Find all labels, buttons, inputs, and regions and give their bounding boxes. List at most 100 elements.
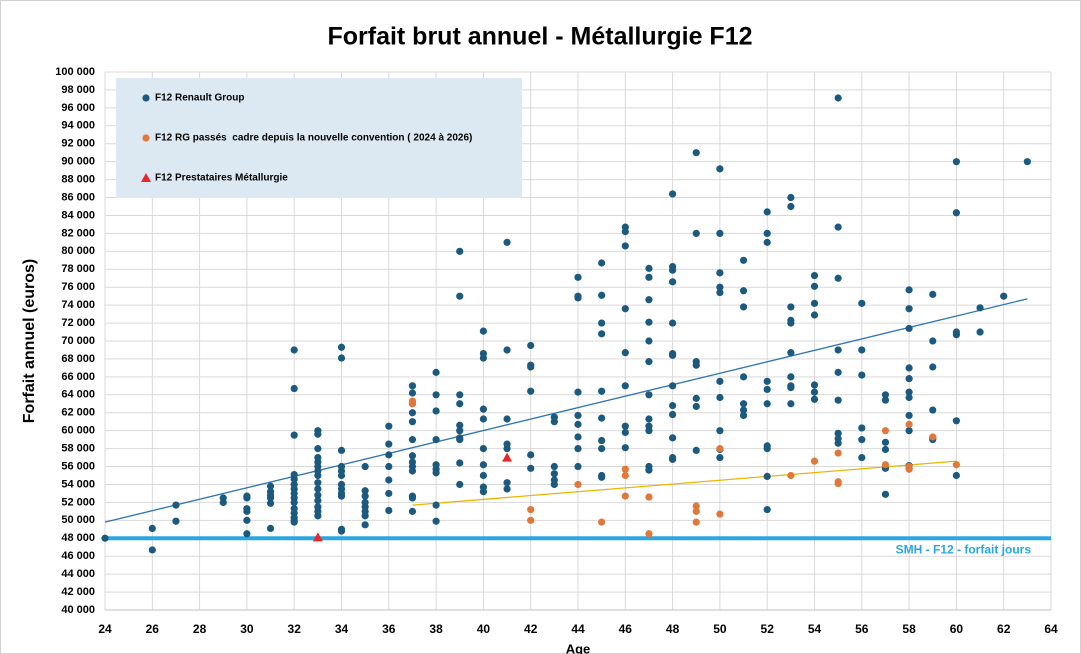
point <box>290 498 298 506</box>
point <box>621 444 629 452</box>
point <box>385 440 393 448</box>
point <box>479 471 487 480</box>
point <box>929 363 937 371</box>
point <box>834 368 842 376</box>
point <box>905 427 913 435</box>
point <box>905 375 913 383</box>
point <box>881 438 890 446</box>
point <box>172 517 180 525</box>
y-tick-label: 76 000 <box>61 281 95 293</box>
point <box>810 299 819 307</box>
point <box>408 452 417 460</box>
point <box>645 296 653 304</box>
point <box>385 489 393 498</box>
point <box>621 465 629 473</box>
point <box>290 475 298 483</box>
x-tick-label: 34 <box>335 622 349 636</box>
point <box>408 389 417 397</box>
point <box>645 273 653 281</box>
point <box>669 382 677 390</box>
point <box>314 491 322 499</box>
point <box>787 384 795 392</box>
point <box>810 271 819 280</box>
point <box>456 459 464 467</box>
point <box>1023 158 1031 166</box>
point <box>432 501 440 509</box>
point <box>101 534 109 542</box>
point <box>385 451 393 459</box>
y-tick-label: 48 000 <box>61 532 95 544</box>
point <box>314 497 322 505</box>
point <box>739 411 748 420</box>
point <box>905 393 913 402</box>
point <box>858 424 866 432</box>
point <box>432 469 440 477</box>
point <box>621 349 629 357</box>
point <box>148 546 156 554</box>
x-tick-label: 26 <box>146 622 160 636</box>
y-tick-label: 58 000 <box>61 443 95 455</box>
point <box>810 395 819 403</box>
point <box>337 354 346 362</box>
point <box>929 433 937 441</box>
point <box>527 363 535 371</box>
point <box>503 485 511 493</box>
point <box>503 479 511 487</box>
point <box>290 346 298 354</box>
point <box>290 518 298 526</box>
point <box>598 319 606 327</box>
point <box>314 430 322 438</box>
point <box>574 462 582 471</box>
point <box>716 283 724 291</box>
y-tick-label: 50 000 <box>61 514 95 526</box>
x-axis-label: Age <box>566 641 591 654</box>
point <box>858 436 866 444</box>
triangle-marker <box>502 452 513 462</box>
point <box>669 278 677 286</box>
point <box>527 505 535 514</box>
point <box>479 445 487 453</box>
y-tick-label: 80 000 <box>61 245 95 257</box>
point <box>314 471 322 480</box>
point <box>432 407 440 415</box>
triangle-marker <box>141 173 151 182</box>
point <box>787 319 795 327</box>
point <box>550 480 558 489</box>
point <box>385 422 393 430</box>
point <box>361 512 369 520</box>
point <box>574 388 582 396</box>
point <box>976 328 984 336</box>
x-tick-label: 52 <box>761 622 775 636</box>
x-tick-label: 38 <box>429 622 443 636</box>
point <box>361 462 369 471</box>
x-tick-label: 56 <box>855 622 869 636</box>
point <box>739 303 748 311</box>
point <box>881 427 890 435</box>
x-tick-label: 58 <box>902 622 916 636</box>
grid: 40 000 42 000 44 000 46 000 48 000 50 000 52 0… <box>55 66 1058 636</box>
point <box>243 530 251 538</box>
point <box>266 499 275 507</box>
point <box>763 445 771 453</box>
point <box>527 516 535 524</box>
point <box>456 421 464 429</box>
legend-label: F12 Renault Group <box>155 93 244 104</box>
point <box>408 507 417 515</box>
point <box>142 134 150 142</box>
x-tick-label: 46 <box>619 622 633 636</box>
point <box>881 445 890 454</box>
point <box>456 391 464 399</box>
point <box>142 94 150 102</box>
point <box>621 471 629 480</box>
point <box>598 387 606 395</box>
legend-label: F12 Prestataires Métallurgie <box>155 173 288 184</box>
point <box>716 288 724 297</box>
trendline <box>104 298 1028 523</box>
point <box>834 396 842 404</box>
point <box>858 299 866 307</box>
point <box>527 387 535 395</box>
point <box>905 324 913 333</box>
point <box>739 400 748 408</box>
point <box>716 377 724 385</box>
point <box>148 524 156 533</box>
